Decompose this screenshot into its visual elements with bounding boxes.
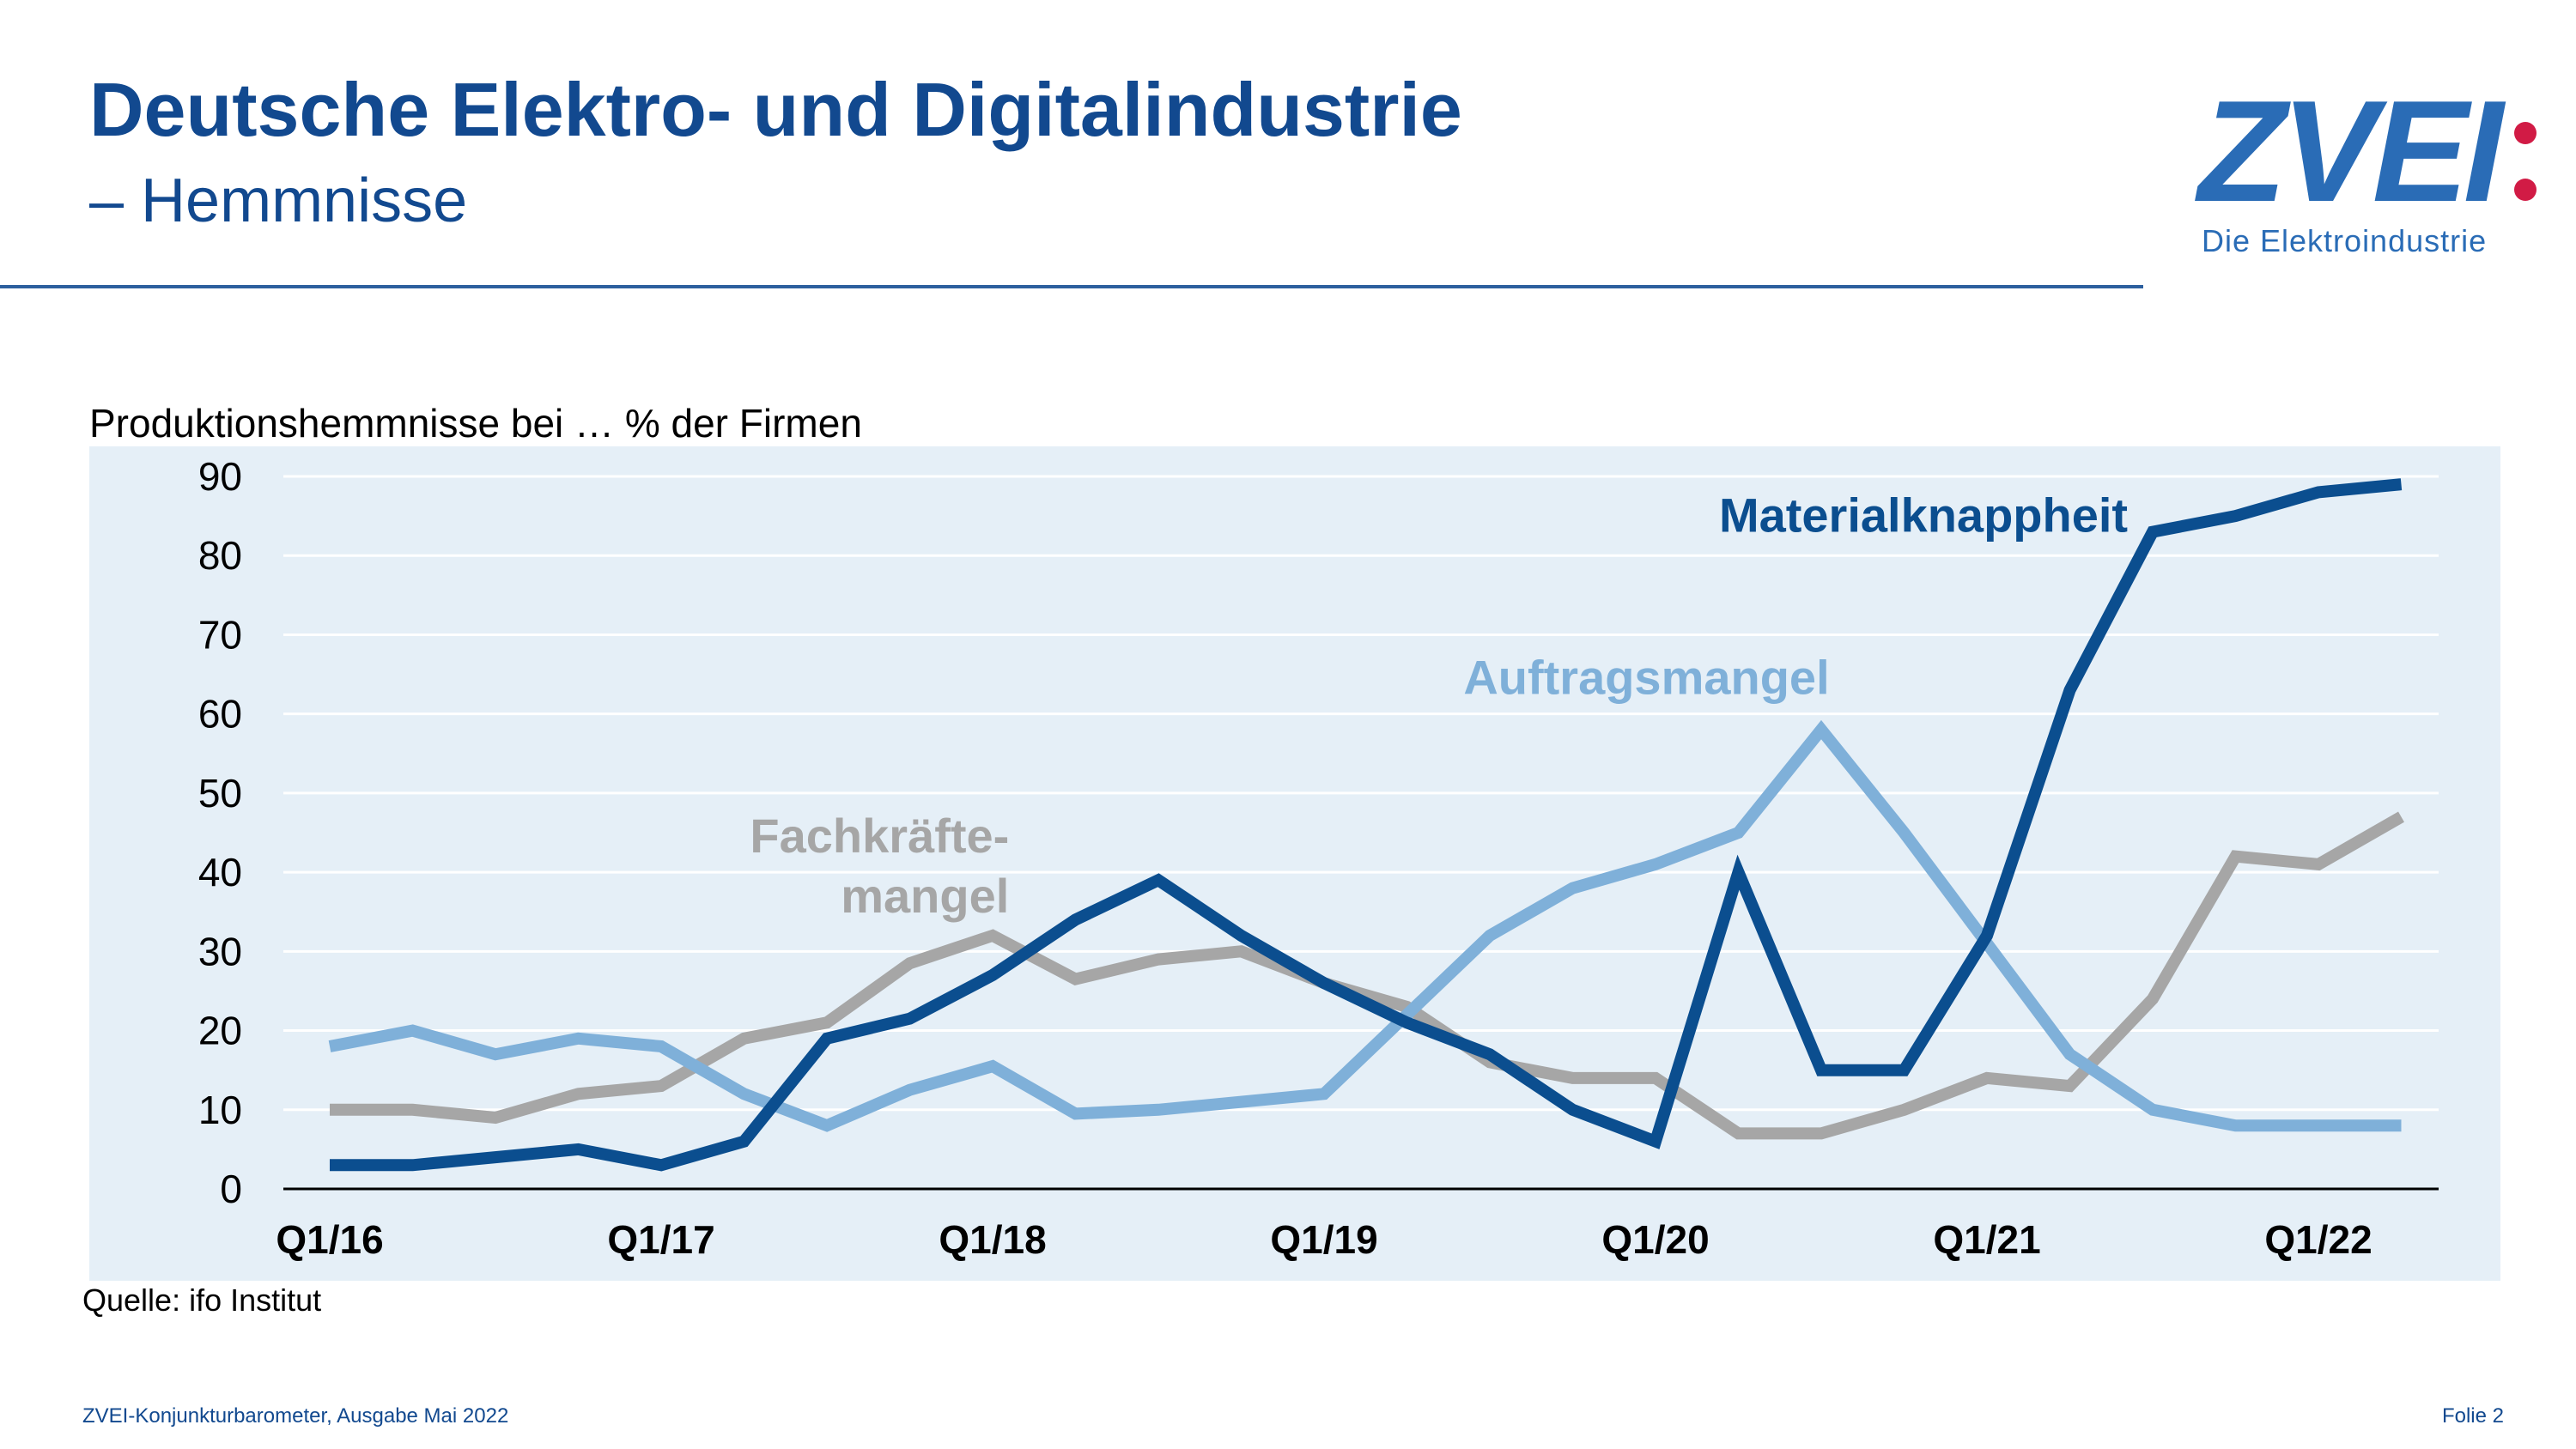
y-tick-label: 80 — [198, 533, 242, 578]
series-line — [328, 719, 2402, 1132]
series-line — [330, 811, 2404, 1140]
y-tick-label: 70 — [198, 612, 242, 657]
chart-caption: Produktionshemmnisse bei … % der Firmen — [89, 401, 862, 446]
footer-slide-number: Folie 2 — [2441, 1404, 2504, 1428]
x-tick-label: Q1/20 — [1601, 1217, 1709, 1262]
header-divider — [0, 285, 2143, 288]
page-title: Deutsche Elektro- und Digitalindustrie — [89, 67, 1462, 152]
y-tick-label: 50 — [198, 771, 242, 815]
y-tick-label: 40 — [198, 850, 242, 894]
y-tick-label: 20 — [198, 1009, 242, 1053]
logo-colon-dots — [2514, 122, 2540, 225]
y-tick-label: 30 — [198, 929, 242, 973]
x-tick-label: Q1/17 — [607, 1217, 714, 1262]
logo-wordmark: ZVEI — [2198, 70, 2503, 232]
y-tick-label: 10 — [198, 1088, 242, 1132]
series-label: Auftragsmangel — [1463, 651, 1829, 705]
y-tick-label: 60 — [198, 692, 242, 737]
series-line — [330, 478, 2403, 1172]
x-tick-label: Q1/18 — [939, 1217, 1046, 1262]
y-tick-label: 90 — [198, 454, 242, 499]
series-label: Fachkräfte-mangel — [750, 809, 1009, 923]
zvei-logo: ZVEI Die Elektroindustrie — [2198, 79, 2542, 268]
x-tick-label: Q1/21 — [1933, 1217, 2040, 1262]
y-tick-label: 0 — [220, 1167, 242, 1211]
logo-tagline: Die Elektroindustrie — [2202, 223, 2488, 258]
source-note: Quelle: ifo Institut — [82, 1282, 322, 1318]
x-tick-label: Q1/22 — [2264, 1217, 2372, 1262]
page-subtitle: – Hemmnisse — [89, 167, 468, 235]
plot-background — [89, 446, 2500, 1281]
x-tick-label: Q1/19 — [1270, 1217, 1377, 1262]
footer-publication: ZVEI-Konjunkturbarometer, Ausgabe Mai 20… — [82, 1404, 509, 1428]
x-tick-label: Q1/16 — [276, 1217, 383, 1262]
series-label: Materialknappheit — [1719, 488, 2128, 543]
